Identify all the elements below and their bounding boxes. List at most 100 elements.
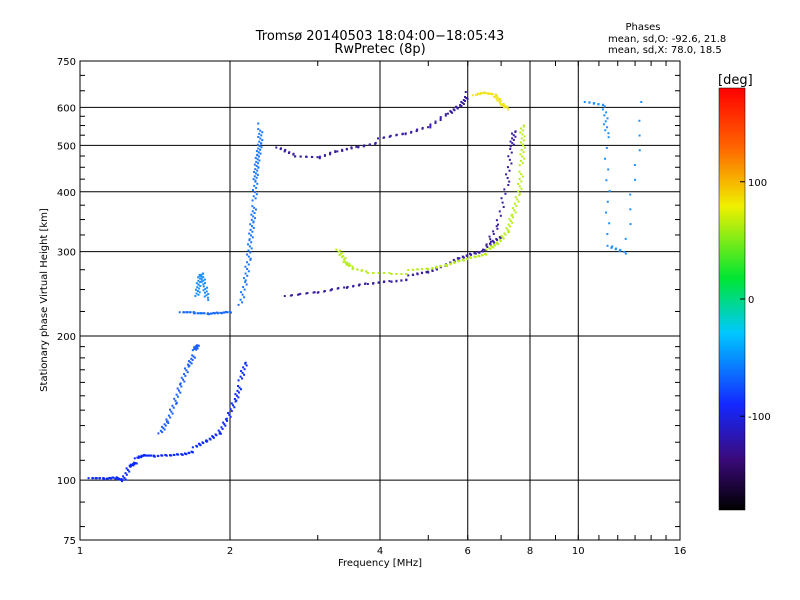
data-point [233,397,236,400]
data-point [416,268,419,271]
colorbar-tick-label: 0 [748,295,754,306]
data-point [337,287,340,290]
data-point [163,423,166,426]
data-point [168,454,171,457]
data-point [601,108,604,111]
data-point [346,285,349,288]
data-point [128,470,131,473]
data-point [193,346,196,349]
data-point [511,207,514,210]
data-point [518,164,521,167]
data-point [181,453,184,456]
data-point [248,232,251,235]
data-point [219,311,222,314]
data-point [492,246,495,249]
data-point [87,477,90,480]
data-point [216,312,219,315]
data-point [507,108,510,111]
data-point [623,250,626,253]
data-point [502,104,505,107]
data-point [223,423,226,426]
y-tick-label: 75 [63,536,76,547]
data-point [197,276,200,279]
data-point [139,455,142,458]
data-point [342,260,345,263]
data-point [506,106,509,109]
data-point [351,267,354,270]
data-point [633,164,636,167]
data-point [126,468,129,471]
data-point [251,199,254,202]
data-point [334,150,337,153]
data-point [207,299,210,302]
data-point [132,462,135,465]
data-point [363,144,366,147]
data-point [312,291,315,294]
data-point [610,246,613,249]
data-point [468,252,471,255]
data-point [252,215,255,218]
data-point [283,150,286,153]
chart-subtitle: RwPretec (8p) [334,42,425,57]
data-point [253,184,256,187]
data-point [523,146,526,149]
data-point [495,219,498,222]
data-point [365,270,368,273]
data-point [241,301,244,304]
data-point [246,274,249,277]
data-point [512,134,515,137]
data-point [640,100,643,103]
data-point [503,232,506,235]
data-point [344,257,347,260]
data-point [197,283,200,286]
data-point [133,461,136,464]
data-point [188,364,191,367]
data-point [507,155,510,158]
data-point [252,195,255,198]
data-point [489,247,492,250]
data-point [237,396,240,399]
data-point [251,230,254,233]
data-point [205,290,208,293]
data-point [383,280,386,283]
data-point [515,204,518,207]
data-point [605,146,608,149]
data-point [202,312,205,315]
data-point [480,254,483,257]
data-point [607,136,610,139]
data-point [342,255,345,258]
data-point [258,132,261,135]
data-point [239,375,242,378]
data-point [203,295,206,298]
data-point [254,156,257,159]
data-point [173,397,176,400]
data-point [607,132,610,135]
data-point [157,432,160,435]
data-point [259,129,262,132]
data-point [341,148,344,151]
data-point [175,453,178,456]
data-point [511,142,514,145]
data-point [250,225,253,228]
data-point [186,371,189,374]
data-point [521,144,524,147]
data-point [253,171,256,174]
data-point [255,164,258,167]
data-point [150,454,153,457]
data-point [137,456,140,459]
data-point [182,378,185,381]
y-tick-label: 600 [57,103,76,114]
data-point [170,410,173,413]
data-point [604,129,607,132]
data-point [624,252,627,255]
data-point [204,287,207,290]
data-point [133,457,136,460]
data-point [407,274,410,277]
data-point [140,456,143,459]
data-point [458,257,461,260]
data-point [248,239,251,242]
data-point [506,166,509,169]
data-point [140,454,143,457]
data-point [252,178,255,181]
